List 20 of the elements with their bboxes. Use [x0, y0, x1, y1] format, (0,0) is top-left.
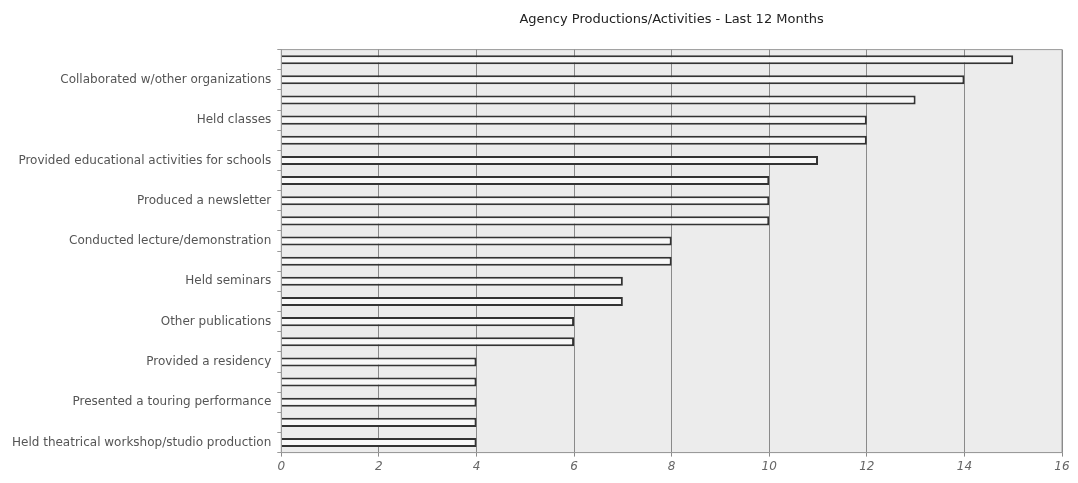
x-tick-label: 6 — [570, 458, 579, 473]
chart-title: Agency Productions/Activities - Last 12 Months — [519, 11, 825, 27]
y-tick-label: Produced a newsletter — [136, 192, 272, 207]
y-tick-label: Held classes — [196, 112, 272, 127]
x-tick-label: 4 — [472, 458, 481, 473]
x-tick-label: 2 — [375, 458, 383, 473]
y-tick-label: Other publications — [160, 313, 272, 328]
x-tick-label: 0 — [277, 458, 286, 473]
y-tick-label: Provided a residency — [146, 354, 272, 369]
y-tick-label: Provided educational activities for schools — [18, 152, 272, 167]
y-tick-label: Presented a touring performance — [72, 394, 272, 409]
x-tick-label: 16 — [1054, 458, 1070, 473]
x-tick-label: 8 — [667, 458, 676, 473]
x-tick-label: 12 — [859, 458, 875, 473]
y-tick-label: Collaborated w/other organizations — [60, 71, 272, 86]
y-tick-label: Conducted lecture/demonstration — [69, 233, 272, 248]
y-tick-label: Held seminars — [185, 273, 272, 288]
x-tick-label: 14 — [956, 458, 973, 473]
x-tick-label: 10 — [761, 458, 778, 473]
y-tick-label: Held theatrical workshop/studio production — [12, 434, 272, 449]
